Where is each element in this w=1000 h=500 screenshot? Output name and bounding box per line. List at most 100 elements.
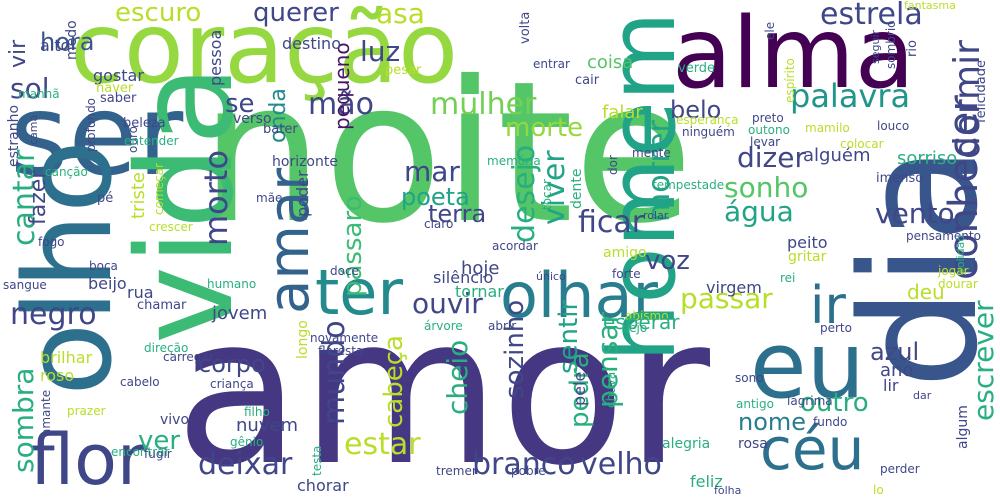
word: nuvem: [236, 415, 299, 436]
word: mar: [404, 155, 460, 188]
word: hora: [40, 28, 95, 56]
word: testa: [310, 445, 324, 476]
word: imenso: [876, 171, 924, 186]
word: terra: [428, 200, 487, 228]
word: entrar: [533, 57, 570, 71]
word: pele: [570, 371, 589, 406]
word: branco: [472, 447, 576, 482]
word: gostar: [93, 66, 144, 85]
word: encontrar: [111, 445, 170, 459]
word: lo: [873, 483, 884, 497]
word: alegria: [662, 436, 711, 452]
word: alguém: [803, 145, 871, 166]
word: tornar: [455, 282, 504, 301]
word: tremer: [436, 464, 477, 478]
word: outro: [800, 388, 869, 418]
word: entender: [124, 134, 179, 148]
word: feliz: [690, 472, 723, 491]
word: folha: [714, 484, 742, 497]
word: felicidade: [974, 59, 989, 123]
word: criança: [210, 377, 254, 391]
word: poder: [293, 170, 312, 217]
word: vento: [875, 197, 955, 230]
word: ficar: [578, 205, 645, 240]
word: sombrio: [884, 20, 898, 69]
word: algum: [955, 405, 971, 449]
word: canção: [45, 165, 88, 179]
word: louco: [877, 119, 910, 133]
word: se: [225, 89, 255, 119]
word: mãe: [256, 191, 283, 205]
word: beleza: [123, 116, 166, 131]
word: sono: [735, 371, 764, 385]
word: pé: [97, 191, 114, 206]
word: azul: [870, 338, 920, 366]
word: tocar: [540, 179, 554, 210]
word: peito: [787, 233, 828, 252]
word: haver: [96, 81, 134, 96]
word: alma: [672, 0, 915, 111]
word: amante: [39, 389, 53, 436]
word: nome: [738, 408, 807, 436]
word: começar: [152, 163, 166, 215]
word: novamente: [310, 331, 379, 345]
word: rio: [905, 40, 920, 57]
word: morte: [505, 113, 584, 143]
word: amor: [175, 273, 711, 500]
word: luz: [360, 35, 401, 68]
word: fogo: [38, 235, 65, 249]
word: morto: [197, 149, 235, 246]
word: destino: [282, 34, 341, 53]
word: cama: [27, 114, 40, 145]
word: brilhar: [40, 348, 93, 367]
word: belo: [670, 96, 722, 124]
word: bater: [263, 122, 298, 137]
word: gênio: [230, 435, 264, 449]
word: água: [724, 195, 794, 228]
word: levar: [750, 135, 781, 149]
word: perder: [880, 462, 920, 476]
word: vejo: [622, 321, 648, 335]
word: fundo: [813, 415, 848, 429]
word: jogar: [938, 264, 969, 278]
word: dar: [913, 389, 932, 402]
word: esperar: [603, 310, 680, 334]
word: corpo: [198, 350, 266, 378]
word: dourar: [938, 277, 978, 291]
word: espírito: [783, 58, 797, 103]
word: profundo: [84, 97, 98, 152]
word: palavra: [790, 77, 911, 115]
word: preto: [752, 111, 784, 125]
word: pensamento: [906, 229, 981, 243]
word: pesar: [385, 63, 422, 78]
word: direção: [144, 341, 189, 355]
word: asa: [376, 0, 425, 30]
word: gritar: [788, 249, 827, 265]
word: ano: [880, 360, 914, 381]
word: estar: [344, 427, 421, 462]
word: cabeça: [379, 335, 409, 428]
word: olhar: [500, 259, 658, 332]
word: mulher: [430, 87, 537, 122]
word: beijo: [88, 274, 127, 293]
word: antigo: [736, 397, 774, 411]
word: volta: [518, 11, 533, 44]
word: ser: [10, 71, 184, 201]
word: amigo: [603, 245, 647, 261]
word: prazer: [67, 404, 106, 418]
word: claro: [424, 217, 454, 231]
word: estrela: [820, 0, 923, 32]
word: fugir: [144, 447, 172, 461]
word: eu: [750, 312, 865, 419]
word: vir: [6, 39, 31, 68]
word: pessoa: [206, 29, 225, 86]
word: roso: [40, 366, 75, 385]
word: pequeno: [330, 42, 354, 130]
word: sombra: [7, 367, 40, 473]
word: coisa: [587, 52, 634, 73]
word: rua: [127, 283, 154, 302]
word: horizonte: [272, 154, 338, 170]
word: rosa: [738, 436, 768, 452]
word: cair: [575, 73, 600, 88]
word: fantasma: [904, 0, 956, 12]
